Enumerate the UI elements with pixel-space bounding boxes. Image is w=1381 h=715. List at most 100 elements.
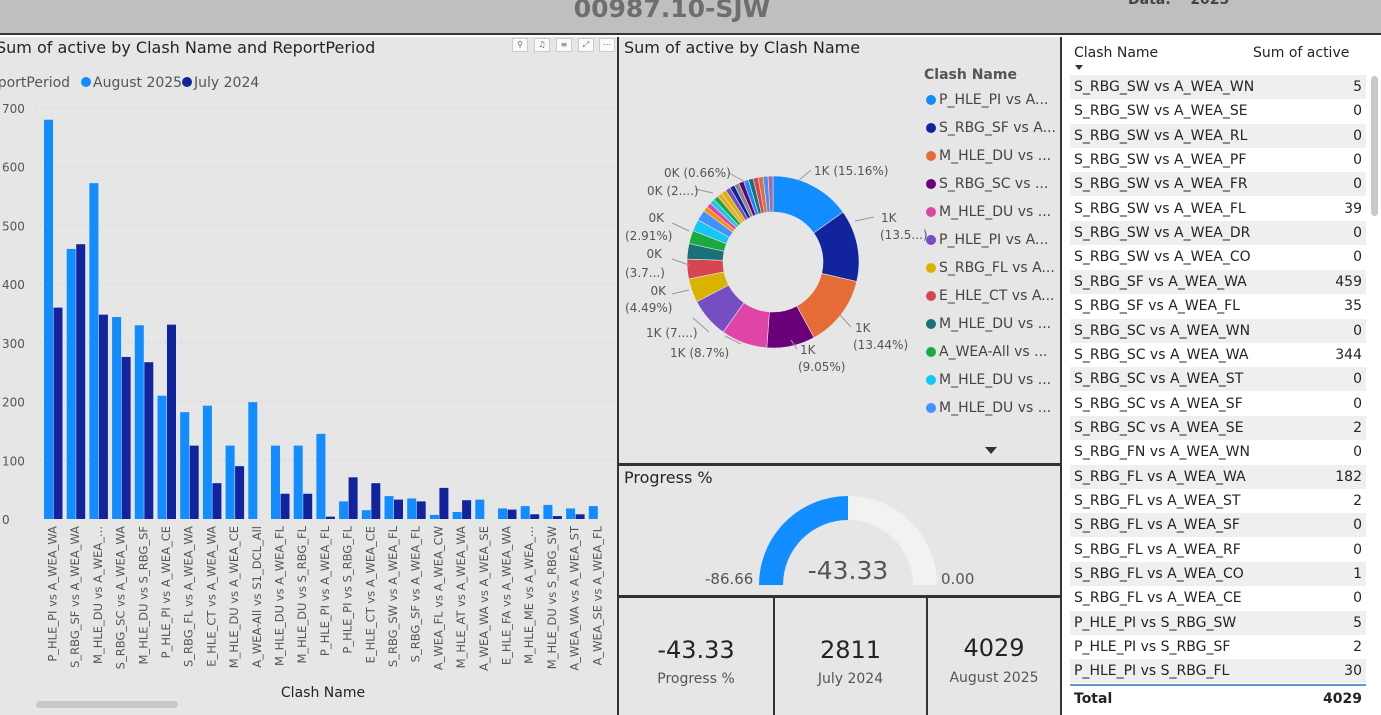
bar-august-2025[interactable]	[157, 395, 167, 519]
bar-august-2025[interactable]	[339, 501, 349, 519]
donut-legend-item[interactable]: E_HLE_CT vs A...	[926, 288, 1055, 304]
bar-august-2025[interactable]	[498, 508, 507, 519]
bar-july-2024[interactable]	[348, 477, 358, 519]
bar-august-2025[interactable]	[520, 506, 530, 519]
bar-august-2025[interactable]	[429, 514, 439, 519]
kpi-card-july-2024[interactable]: 2811 July 2024	[775, 598, 926, 715]
table-row[interactable]: S_RBG_FL vs A_WEA_WA 182	[1070, 464, 1366, 489]
bar-july-2024[interactable]	[167, 324, 176, 519]
table-row[interactable]: S_RBG_SC vs A_WEA_ST 0	[1070, 367, 1366, 392]
donut-legend-item[interactable]: A_WEA-All vs ...	[926, 344, 1047, 360]
bar-august-2025[interactable]	[44, 119, 53, 519]
kpi-card-august-2025[interactable]: 4029 August 2025	[928, 598, 1060, 715]
donut-legend-item[interactable]: S_RBG_SC vs ...	[926, 176, 1048, 192]
table-header-clash-name[interactable]: Clash Name	[1074, 45, 1159, 61]
table-row[interactable]: S_RBG_SW vs A_WEA_PF 0	[1070, 148, 1366, 173]
bar-july-2024[interactable]	[98, 314, 108, 519]
table-row[interactable]: S_RBG_FL vs A_WEA_ST 2	[1070, 488, 1366, 513]
bar-july-2024[interactable]	[121, 356, 131, 519]
bar-august-2025[interactable]	[407, 498, 417, 519]
donut-legend-item[interactable]: M_HLE_DU vs ...	[926, 204, 1051, 220]
bar-july-2024[interactable]	[462, 500, 472, 519]
donut-legend-item[interactable]: M_HLE_DU vs ...	[926, 148, 1051, 164]
table-row[interactable]: P_HLE_PI vs S_RBG_SW 5	[1070, 610, 1366, 635]
donut-legend-item[interactable]: M_HLE_DU vs ...	[926, 316, 1051, 332]
bar-august-2025[interactable]	[293, 445, 303, 519]
bar-august-2025[interactable]	[566, 508, 576, 519]
filter-icon[interactable]: ≡	[556, 38, 572, 52]
bar-july-2024[interactable]	[325, 516, 335, 519]
donut-legend-item[interactable]: S_RBG_SF vs A...	[926, 120, 1056, 136]
bar-july-2024[interactable]	[394, 499, 403, 519]
donut-legend-item[interactable]: M_HLE_DU vs ...	[926, 400, 1051, 416]
bar-august-2025[interactable]	[475, 499, 485, 519]
bar-chart-svg[interactable]: 0 100 200 300 400 500 600 700 ReportPeriod August…	[0, 37, 617, 715]
more-options-icon[interactable]: ⋯	[599, 38, 615, 52]
bar-july-2024[interactable]	[53, 307, 63, 519]
bar-july-2024[interactable]	[76, 244, 86, 519]
bar-july-2024[interactable]	[439, 487, 449, 519]
bar-august-2025[interactable]	[384, 496, 394, 519]
bar-august-2025[interactable]	[271, 445, 280, 519]
bell-icon[interactable]: ♫	[534, 38, 550, 52]
donut-legend-item[interactable]: P_HLE_PI vs A...	[926, 232, 1048, 248]
horizontal-scrollbar[interactable]	[36, 701, 178, 708]
gauge-panel[interactable]: Progress % -86.66 0.00 -43.33	[619, 466, 1060, 595]
bar-august-2025[interactable]	[112, 317, 122, 519]
bar-july-2024[interactable]	[303, 493, 313, 519]
bar-august-2025[interactable]	[452, 511, 462, 519]
donut-slice-other[interactable]	[767, 175, 774, 213]
pin-icon[interactable]: ⚲	[512, 38, 528, 52]
bar-july-2024[interactable]	[530, 514, 540, 519]
bar-august-2025[interactable]	[225, 445, 235, 519]
bar-legend-label[interactable]: August 2025	[93, 75, 182, 91]
bar-august-2025[interactable]	[588, 506, 598, 519]
bar-august-2025[interactable]	[248, 402, 258, 519]
bar-july-2024[interactable]	[416, 501, 426, 519]
table-row[interactable]: S_RBG_SW vs A_WEA_RL 0	[1070, 123, 1366, 148]
bar-july-2024[interactable]	[552, 516, 562, 519]
bar-august-2025[interactable]	[89, 183, 99, 519]
table-row[interactable]: S_RBG_SC vs A_WEA_SF 0	[1070, 391, 1366, 416]
table-row[interactable]: P_HLE_PI vs S_RBG_FL 30	[1070, 659, 1366, 684]
donut-chart-panel[interactable]: Sum of active by Clash Name 1K (15.16%) 1…	[619, 37, 1060, 463]
bar-july-2024[interactable]	[144, 362, 154, 519]
table-row[interactable]: S_RBG_SF vs A_WEA_FL 35	[1070, 294, 1366, 319]
bar-july-2024[interactable]	[371, 483, 381, 519]
table-row[interactable]: S_RBG_SW vs A_WEA_SE 0	[1070, 99, 1366, 124]
bar-august-2025[interactable]	[180, 412, 190, 519]
donut-chart-svg[interactable]: 1K (15.16%) 1K (13.5...) 1K (13.44%) 1K (9.05%…	[619, 37, 1060, 463]
table-row[interactable]: P_HLE_PI vs S_RBG_SF 2	[1070, 635, 1366, 660]
legend-scroll-down-icon[interactable]	[985, 447, 997, 454]
bar-july-2024[interactable]	[575, 514, 585, 519]
table-row[interactable]: S_RBG_FL vs A_WEA_SF 0	[1070, 513, 1366, 538]
bar-august-2025[interactable]	[361, 510, 371, 519]
donut-legend-item[interactable]: M_HLE_DU vs ...	[926, 372, 1051, 388]
donut-legend-item[interactable]: S_RBG_FL vs A...	[926, 260, 1055, 276]
bar-july-2024[interactable]	[189, 445, 199, 519]
bar-july-2024[interactable]	[212, 483, 222, 519]
focus-mode-icon[interactable]: ⤢	[578, 38, 594, 52]
bar-chart-panel[interactable]: Sum of active by Clash Name and ReportPe…	[0, 37, 617, 715]
bar-august-2025[interactable]	[66, 248, 76, 519]
table-row[interactable]: S_RBG_SC vs A_WEA_WA 344	[1070, 342, 1366, 367]
bar-july-2024[interactable]	[280, 493, 290, 519]
donut-legend-item[interactable]: P_HLE_PI vs A...	[926, 92, 1048, 108]
bar-august-2025[interactable]	[543, 504, 553, 519]
table-row[interactable]: S_RBG_SW vs A_WEA_DR 0	[1070, 221, 1366, 246]
bar-july-2024[interactable]	[507, 509, 517, 519]
table-header-sum-active[interactable]: Sum of active	[1253, 45, 1350, 61]
table-row[interactable]: S_RBG_SC vs A_WEA_WN 0	[1070, 318, 1366, 343]
bar-august-2025[interactable]	[202, 405, 212, 519]
table-row[interactable]: S_RBG_SW vs A_WEA_FR 0	[1070, 172, 1366, 197]
table-row[interactable]: S_RBG_FL vs A_WEA_CE 0	[1070, 586, 1366, 611]
table-row[interactable]: S_RBG_SC vs A_WEA_SE 2	[1070, 415, 1366, 440]
table-scrollbar[interactable]	[1371, 76, 1378, 216]
bar-july-2024[interactable]	[235, 466, 245, 519]
bar-august-2025[interactable]	[134, 325, 144, 519]
table-row[interactable]: S_RBG_FL vs A_WEA_RF 0	[1070, 537, 1366, 562]
sort-desc-icon[interactable]	[1075, 65, 1083, 70]
table-row[interactable]: S_RBG_FL vs A_WEA_CO 1	[1070, 562, 1366, 586]
table-row[interactable]: S_RBG_SW vs A_WEA_CO 0	[1070, 245, 1366, 270]
table-row[interactable]: S_RBG_SW vs A_WEA_FL 39	[1070, 196, 1366, 221]
